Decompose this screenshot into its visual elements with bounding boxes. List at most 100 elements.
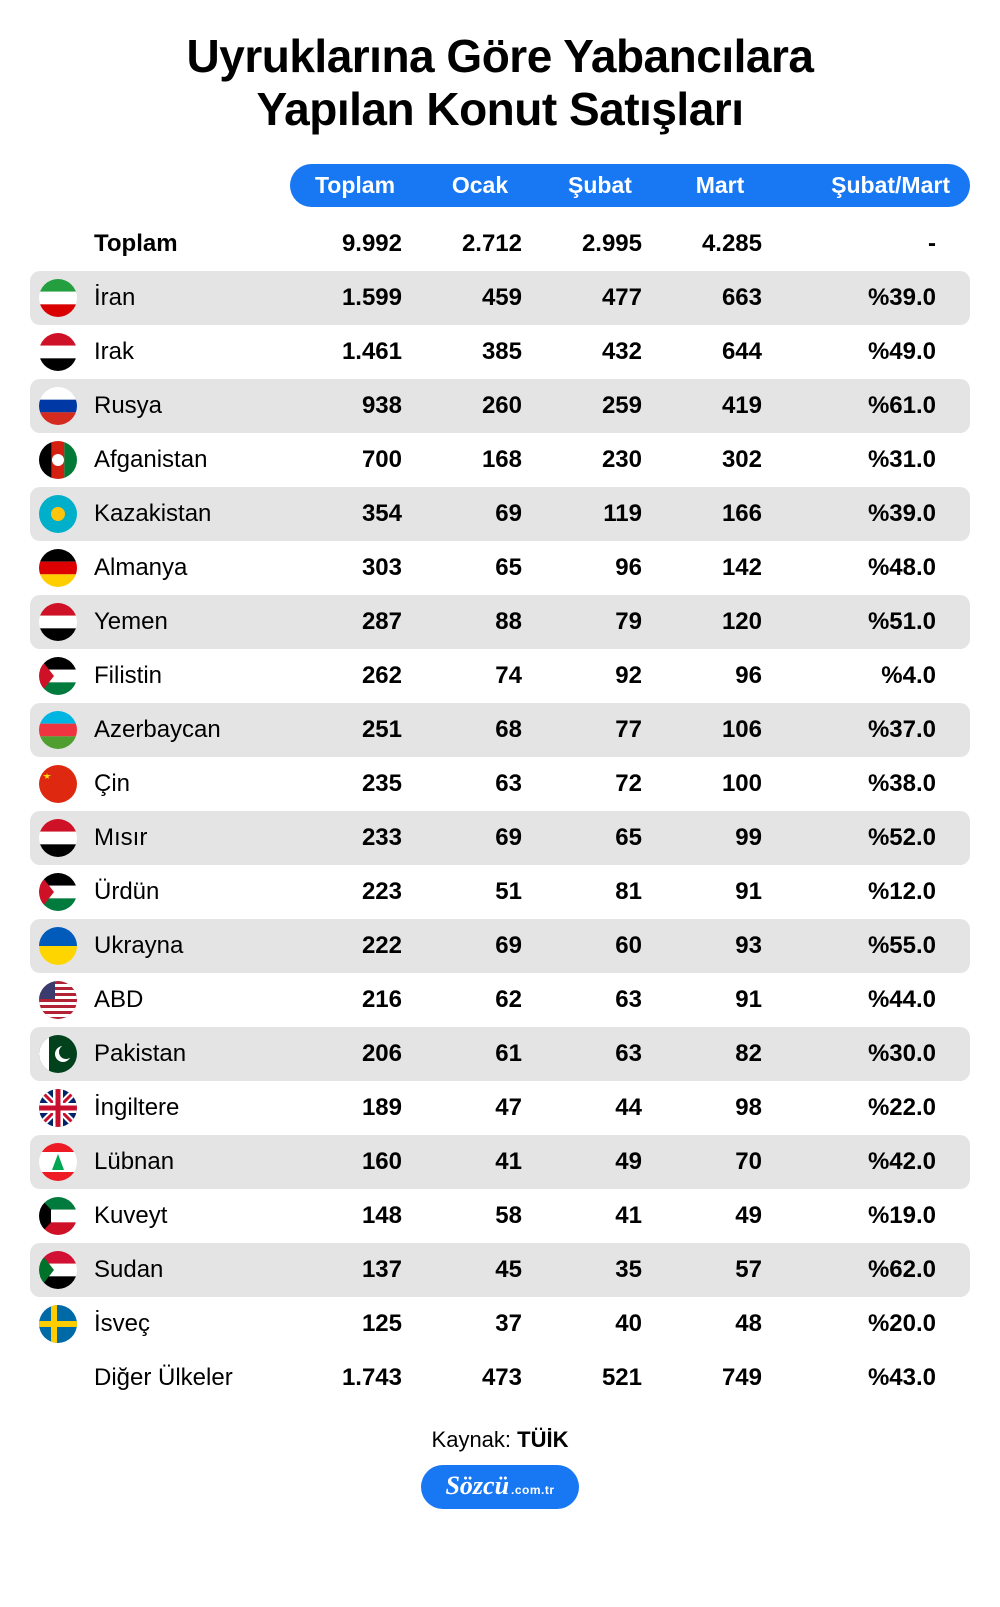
table-row: İngiltere 189 47 44 98 %22.0 <box>30 1081 970 1135</box>
flag-icon <box>30 765 86 803</box>
logo-small: .com.tr <box>511 1483 555 1497</box>
cell-pct: %55.0 <box>780 932 962 960</box>
cell-subat: 81 <box>540 878 660 906</box>
cell-ocak: 69 <box>420 932 540 960</box>
total-row: Toplam 9.992 2.712 2.995 4.285 - <box>30 217 970 271</box>
country-name: Afganistan <box>86 446 290 474</box>
table-row: Çin 235 63 72 100 %38.0 <box>30 757 970 811</box>
cell-ocak: 41 <box>420 1148 540 1176</box>
cell-mart: 48 <box>660 1310 780 1338</box>
cell-subat: 119 <box>540 500 660 528</box>
cell-mart: 419 <box>660 392 780 420</box>
sozcu-logo: Sözcü.com.tr <box>421 1465 578 1509</box>
cell-ocak: 385 <box>420 338 540 366</box>
cell-ocak: 260 <box>420 392 540 420</box>
table-row: Yemen 287 88 79 120 %51.0 <box>30 595 970 649</box>
cell-subat: 40 <box>540 1310 660 1338</box>
cell-toplam: 354 <box>290 500 420 528</box>
cell-mart: 96 <box>660 662 780 690</box>
cell-pct: %48.0 <box>780 554 962 582</box>
source-label: Kaynak: <box>432 1427 518 1452</box>
table-row: Lübnan 160 41 49 70 %42.0 <box>30 1135 970 1189</box>
cell-toplam: 251 <box>290 716 420 744</box>
cell-subat: 63 <box>540 1040 660 1068</box>
cell-toplam: 1.599 <box>290 284 420 312</box>
cell-pct: %22.0 <box>780 1094 962 1122</box>
cell-ocak: 88 <box>420 608 540 636</box>
table-row: Afganistan 700 168 230 302 %31.0 <box>30 433 970 487</box>
table-header: Toplam Ocak Şubat Mart Şubat/Mart <box>30 164 970 207</box>
cell-ocak: 63 <box>420 770 540 798</box>
country-name: İngiltere <box>86 1094 290 1122</box>
flag-icon <box>30 1197 86 1235</box>
cell-subat: 65 <box>540 824 660 852</box>
cell-subat: 77 <box>540 716 660 744</box>
cell-pct: %49.0 <box>780 338 962 366</box>
other-mart: 749 <box>660 1364 780 1392</box>
table-row: İsveç 125 37 40 48 %20.0 <box>30 1297 970 1351</box>
cell-pct: %52.0 <box>780 824 962 852</box>
country-name: Pakistan <box>86 1040 290 1068</box>
flag-icon <box>30 1089 86 1127</box>
cell-subat: 72 <box>540 770 660 798</box>
flag-icon <box>30 1035 86 1073</box>
flag-icon <box>30 927 86 965</box>
cell-mart: 99 <box>660 824 780 852</box>
country-name: Sudan <box>86 1256 290 1284</box>
total-subat: 2.995 <box>540 230 660 258</box>
table-row: Kuveyt 148 58 41 49 %19.0 <box>30 1189 970 1243</box>
cell-toplam: 287 <box>290 608 420 636</box>
flag-icon <box>30 1251 86 1289</box>
cell-pct: %44.0 <box>780 986 962 1014</box>
cell-pct: %42.0 <box>780 1148 962 1176</box>
cell-pct: %20.0 <box>780 1310 962 1338</box>
country-name: Yemen <box>86 608 290 636</box>
table-row: Azerbaycan 251 68 77 106 %37.0 <box>30 703 970 757</box>
cell-mart: 302 <box>660 446 780 474</box>
cell-ocak: 51 <box>420 878 540 906</box>
cell-mart: 106 <box>660 716 780 744</box>
country-name: Rusya <box>86 392 290 420</box>
cell-subat: 230 <box>540 446 660 474</box>
total-pct: - <box>780 230 962 258</box>
data-table: Toplam Ocak Şubat Mart Şubat/Mart Toplam… <box>30 164 970 1405</box>
cell-subat: 432 <box>540 338 660 366</box>
country-name: Kazakistan <box>86 500 290 528</box>
cell-toplam: 222 <box>290 932 420 960</box>
cell-toplam: 189 <box>290 1094 420 1122</box>
cell-toplam: 216 <box>290 986 420 1014</box>
flag-icon <box>30 603 86 641</box>
cell-ocak: 65 <box>420 554 540 582</box>
cell-ocak: 61 <box>420 1040 540 1068</box>
cell-mart: 91 <box>660 878 780 906</box>
flag-icon <box>30 549 86 587</box>
table-row: Irak 1.461 385 432 644 %49.0 <box>30 325 970 379</box>
table-row: Ürdün 223 51 81 91 %12.0 <box>30 865 970 919</box>
cell-toplam: 303 <box>290 554 420 582</box>
cell-mart: 100 <box>660 770 780 798</box>
country-name: İran <box>86 284 290 312</box>
flag-icon <box>30 1305 86 1343</box>
table-row: Ukrayna 222 69 60 93 %55.0 <box>30 919 970 973</box>
country-name: Ürdün <box>86 878 290 906</box>
cell-subat: 49 <box>540 1148 660 1176</box>
cell-mart: 82 <box>660 1040 780 1068</box>
cell-pct: %12.0 <box>780 878 962 906</box>
cell-mart: 57 <box>660 1256 780 1284</box>
col-header-toplam: Toplam <box>290 172 420 199</box>
cell-pct: %39.0 <box>780 284 962 312</box>
total-mart: 4.285 <box>660 230 780 258</box>
cell-subat: 92 <box>540 662 660 690</box>
other-toplam: 1.743 <box>290 1364 420 1392</box>
flag-icon <box>30 441 86 479</box>
cell-ocak: 69 <box>420 500 540 528</box>
cell-mart: 644 <box>660 338 780 366</box>
cell-mart: 166 <box>660 500 780 528</box>
country-name: Ukrayna <box>86 932 290 960</box>
total-row-label: Toplam <box>86 230 290 258</box>
cell-toplam: 148 <box>290 1202 420 1230</box>
cell-pct: %61.0 <box>780 392 962 420</box>
other-row: Diğer Ülkeler 1.743 473 521 749 %43.0 <box>30 1351 970 1405</box>
logo-main: Sözcü <box>445 1471 509 1501</box>
country-name: ABD <box>86 986 290 1014</box>
